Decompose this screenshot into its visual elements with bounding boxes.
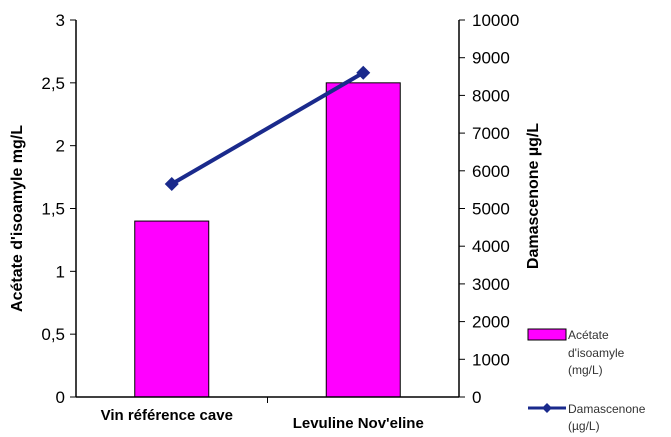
legend-label-bar-2: d'isoamyle — [568, 346, 625, 360]
line-point-0 — [164, 176, 179, 191]
right-tick-label: 4000 — [472, 237, 510, 256]
legend-label-line-1: Damascenone — [568, 402, 646, 416]
right-tick-label: 9000 — [472, 49, 510, 68]
left-tick-label: 0,5 — [41, 325, 65, 344]
axes — [75, 20, 460, 403]
damascenone-line — [170, 71, 365, 186]
category-labels: Vin référence cave Levuline Nov'eline — [101, 407, 424, 432]
line-series — [164, 65, 371, 191]
right-tick-label: 10000 — [472, 11, 519, 30]
bar-0 — [134, 220, 210, 398]
right-tick-label: 5000 — [472, 200, 510, 219]
bar-1 — [325, 82, 401, 398]
left-tick-label: 1,5 — [41, 200, 65, 219]
legend-label-bar-1: Acétate — [568, 328, 609, 342]
category-label: Vin référence cave — [101, 407, 233, 424]
legend-label-bar-3: (mg/L) — [568, 363, 603, 377]
right-tick-label: 7000 — [472, 124, 510, 143]
left-tick-label: 3 — [56, 11, 65, 30]
category-label: Levuline Nov'eline — [293, 415, 424, 432]
legend-label-line-2: (µg/L) — [568, 419, 600, 433]
right-tick-label: 8000 — [472, 86, 510, 105]
legend: Acétate d'isoamyle (mg/L) Damascenone (µ… — [527, 328, 646, 433]
left-axis-title: Acétate d'isoamyle mg/L — [9, 125, 26, 312]
right-tick-label: 1000 — [472, 350, 510, 369]
right-tick-label: 2000 — [472, 313, 510, 332]
left-tick-label: 2 — [56, 137, 65, 156]
right-axis-title: Damascenone µg/L — [525, 123, 542, 269]
right-tick-label: 6000 — [472, 162, 510, 181]
right-tick-label: 0 — [472, 388, 481, 407]
right-axis-ticks: 0 1000 2000 3000 4000 5000 6000 7000 8000 9000 100… — [459, 11, 519, 407]
left-tick-label: 1 — [56, 262, 65, 281]
right-tick-label: 3000 — [472, 275, 510, 294]
legend-swatch-marker — [542, 403, 552, 413]
left-tick-label: 0 — [56, 388, 65, 407]
left-axis-ticks: 0 0,5 1 1,5 2 2,5 3 — [41, 11, 76, 407]
legend-swatch-bar — [527, 328, 567, 341]
left-tick-label: 2,5 — [41, 74, 65, 93]
line-point-1 — [356, 65, 371, 80]
bar-series — [134, 82, 401, 398]
